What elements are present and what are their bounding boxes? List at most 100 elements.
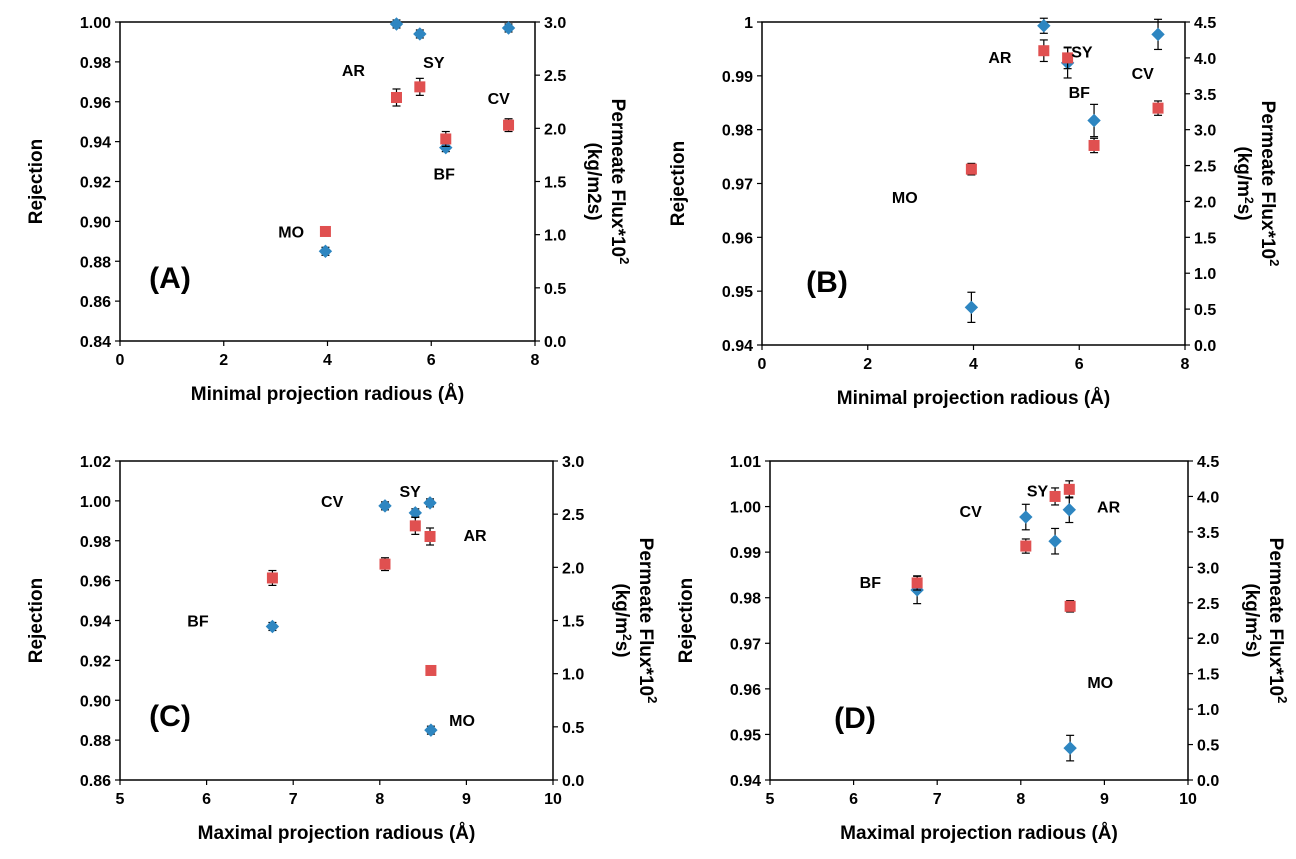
y2-tick-label: 1.0 bbox=[1194, 266, 1216, 283]
x-tick-label: 6 bbox=[202, 791, 211, 808]
y2-tick-label: 4.5 bbox=[1197, 454, 1219, 471]
y2-axis-title-line2: (kg/m2s) bbox=[1233, 146, 1256, 220]
y-tick-label: 0.96 bbox=[80, 95, 111, 112]
rejection-point bbox=[378, 499, 392, 513]
y-tick-label: 0.96 bbox=[722, 230, 753, 247]
y2-tick-label: 2.5 bbox=[1197, 596, 1219, 613]
x-tick-label: 9 bbox=[1100, 791, 1109, 808]
chart-panel-1: 0 2 4 6 8 0.94 0.95 0.96 0.97 0.98 0.99 1 0.0 0.5 1.0 1… bbox=[668, 15, 1282, 409]
y2-tick-label: 1.5 bbox=[1197, 667, 1219, 684]
y-tick-label: 0.97 bbox=[722, 177, 753, 194]
chart-panel-0: 0 2 4 6 8 0.84 0.86 0.88 0.90 0.92 0.94 0.96 0.98 1.0… bbox=[26, 15, 632, 405]
y2-tick-label: 1.0 bbox=[1197, 702, 1219, 719]
y-tick-label: 0.90 bbox=[80, 214, 111, 231]
flux-point bbox=[1063, 483, 1075, 495]
point-annotation: BF bbox=[434, 167, 456, 184]
y-tick-label: 0.86 bbox=[80, 773, 111, 790]
y-tick-label: 0.88 bbox=[80, 254, 111, 271]
rejection-point bbox=[1037, 19, 1051, 33]
flux-point bbox=[390, 91, 402, 103]
y-tick-label: 0.86 bbox=[80, 294, 111, 311]
y-tick-label: 0.99 bbox=[730, 545, 761, 562]
y2-tick-label: 3.0 bbox=[562, 454, 584, 471]
x-tick-label: 4 bbox=[323, 352, 332, 369]
y2-tick-label: 3.0 bbox=[1197, 560, 1219, 577]
point-annotation: BF bbox=[187, 614, 209, 631]
y-tick-label: 0.96 bbox=[730, 682, 761, 699]
x-tick-label: 0 bbox=[758, 356, 767, 373]
x-tick-label: 9 bbox=[462, 791, 471, 808]
point-annotation: CV bbox=[1132, 66, 1155, 83]
y2-tick-label: 3.5 bbox=[1194, 87, 1216, 104]
y2-tick-label: 2.5 bbox=[562, 507, 584, 524]
rejection-point bbox=[1062, 503, 1076, 517]
point-annotation: CV bbox=[488, 91, 511, 108]
y2-tick-label: 3.5 bbox=[1197, 525, 1219, 542]
y2-tick-label: 4.5 bbox=[1194, 15, 1216, 32]
y-tick-label: 0.98 bbox=[722, 123, 753, 140]
y2-tick-label: 3.0 bbox=[1194, 123, 1216, 140]
x-tick-label: 0 bbox=[116, 352, 125, 369]
point-annotation: CV bbox=[960, 504, 983, 521]
y-tick-label: 0.95 bbox=[730, 727, 761, 744]
y-tick-label: 0.92 bbox=[80, 175, 111, 192]
x-axis-title: Maximal projection radious (Å) bbox=[840, 823, 1118, 844]
y2-tick-label: 4.0 bbox=[1194, 51, 1216, 68]
y2-tick-label: 2.5 bbox=[544, 68, 566, 85]
y-tick-label: 0.96 bbox=[80, 574, 111, 591]
x-tick-label: 6 bbox=[427, 352, 436, 369]
rejection-point bbox=[1048, 534, 1062, 548]
y-tick-label: 1.00 bbox=[80, 494, 111, 511]
y-axis-title: Rejection bbox=[26, 139, 47, 225]
y2-tick-label: 0.5 bbox=[1194, 302, 1216, 319]
y2-tick-label: 1.5 bbox=[1194, 230, 1216, 247]
y-axis-title: Rejection bbox=[676, 578, 697, 664]
rejection-point bbox=[1063, 741, 1077, 755]
point-annotation: BF bbox=[1069, 85, 1091, 102]
y2-axis-title-line1: Permeate Flux*102 bbox=[607, 99, 632, 265]
chart-panel-3: 5 6 7 8 9 10 0.94 0.95 0.96 0.97 0.98 0.99 1.00 1.01 0… bbox=[676, 454, 1290, 844]
y2-axis-title-line1: Permeate Flux*102 bbox=[1257, 101, 1282, 267]
y2-tick-label: 0.5 bbox=[562, 720, 584, 737]
flux-point bbox=[1049, 490, 1061, 502]
chart-panel-2: 5 6 7 8 9 10 0.86 0.88 0.90 0.92 0.94 0.96 0.98 1.00 1… bbox=[26, 454, 660, 844]
rejection-point bbox=[424, 723, 438, 737]
y-tick-label: 0.98 bbox=[730, 591, 761, 608]
y2-tick-label: 0.0 bbox=[1197, 773, 1219, 790]
point-annotation: AR bbox=[464, 528, 488, 545]
y2-tick-label: 0.0 bbox=[562, 773, 584, 790]
y2-tick-label: 2.0 bbox=[1194, 194, 1216, 211]
y2-axis-title-line1: Permeate Flux*102 bbox=[635, 538, 660, 704]
flux-point bbox=[425, 664, 437, 676]
flux-point bbox=[1062, 52, 1074, 64]
panel-label: (D) bbox=[834, 702, 876, 735]
y2-tick-label: 1.0 bbox=[562, 667, 584, 684]
rejection-point bbox=[265, 619, 280, 634]
flux-point bbox=[965, 163, 977, 175]
y2-tick-label: 2.0 bbox=[562, 560, 584, 577]
y-axis-title: Rejection bbox=[26, 578, 47, 664]
y2-axis-title-line2: (kg/m2s) bbox=[1241, 583, 1264, 657]
y-tick-label: 0.99 bbox=[722, 69, 753, 86]
flux-point bbox=[1064, 600, 1076, 612]
y2-tick-label: 0.5 bbox=[544, 281, 566, 298]
y2-tick-label: 1.0 bbox=[544, 228, 566, 245]
point-annotation: MO bbox=[1087, 675, 1113, 692]
plot-frame bbox=[769, 460, 1189, 781]
point-annotation: MO bbox=[449, 713, 475, 730]
flux-point bbox=[414, 81, 426, 93]
y-tick-label: 1.00 bbox=[730, 500, 761, 517]
panel-label: (C) bbox=[149, 700, 191, 733]
point-annotation: SY bbox=[423, 55, 445, 72]
y-tick-label: 0.98 bbox=[80, 534, 111, 551]
y-tick-label: 1 bbox=[744, 15, 753, 32]
y2-tick-label: 4.0 bbox=[1197, 489, 1219, 506]
x-tick-label: 5 bbox=[116, 791, 125, 808]
point-annotation: AR bbox=[342, 63, 366, 80]
y-axis-title: Rejection bbox=[668, 141, 689, 227]
x-tick-label: 8 bbox=[1016, 791, 1025, 808]
x-axis-title: Minimal projection radious (Å) bbox=[191, 384, 464, 405]
point-annotation: MO bbox=[278, 224, 304, 241]
y-tick-label: 0.88 bbox=[80, 733, 111, 750]
